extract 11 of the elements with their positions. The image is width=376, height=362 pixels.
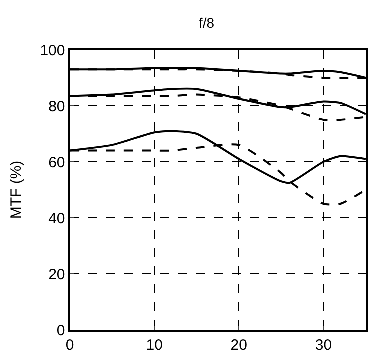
y-tick-label: 40 <box>48 210 66 228</box>
y-tick-label: 0 <box>56 322 66 340</box>
x-tick-label: 30 <box>315 336 332 354</box>
x-tick-label: 20 <box>230 336 248 354</box>
y-tick-label: 20 <box>48 266 66 284</box>
y-tick-label: 80 <box>48 98 66 116</box>
y-tick-label: 60 <box>48 154 66 172</box>
chart-title: f/8 <box>199 14 215 31</box>
x-tick-label: 10 <box>146 336 163 354</box>
y-axis-title: MTF (%) <box>8 160 25 220</box>
y-tick-label: 100 <box>40 42 66 60</box>
